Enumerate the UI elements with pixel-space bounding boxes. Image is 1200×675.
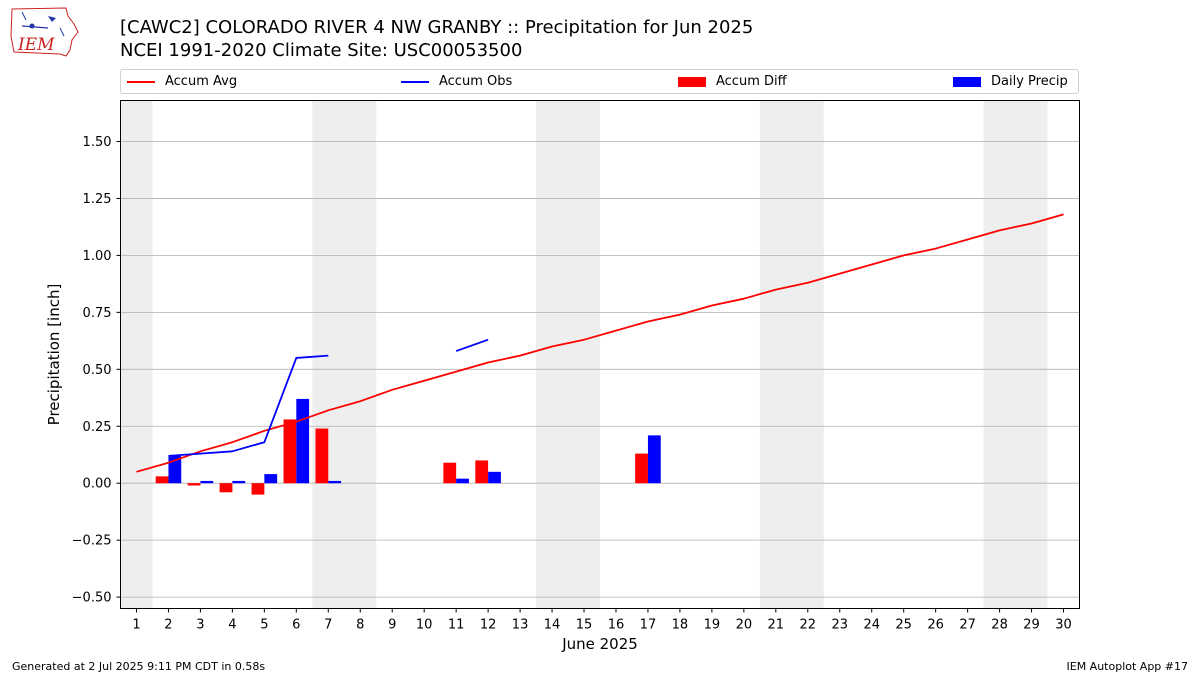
legend-item-accum-obs: Accum Obs bbox=[401, 74, 541, 90]
x-tick-label-9: 9 bbox=[388, 618, 396, 633]
svg-text:IEM: IEM bbox=[17, 35, 55, 55]
chart-title: [CAWC2] COLORADO RIVER 4 NW GRANBY :: Pr… bbox=[120, 17, 754, 38]
legend-swatch-daily-precip bbox=[953, 77, 981, 87]
x-tick-label-15: 15 bbox=[576, 618, 593, 633]
footer-generated: Generated at 2 Jul 2025 9:11 PM CDT in 0… bbox=[12, 660, 266, 673]
x-tick-label-25: 25 bbox=[895, 618, 912, 633]
legend-label-accum-avg: Accum Avg bbox=[165, 74, 238, 89]
x-tick-label-26: 26 bbox=[927, 618, 944, 633]
legend-item-accum-diff: Accum Diff bbox=[678, 74, 818, 90]
x-tick-label-24: 24 bbox=[863, 618, 880, 633]
x-tick-label-22: 22 bbox=[800, 618, 817, 633]
y-axis-label: Precipitation [inch] bbox=[45, 284, 63, 426]
weekend-band-3 bbox=[536, 100, 600, 609]
weekend-band-1 bbox=[120, 100, 153, 609]
legend-label-accum-obs: Accum Obs bbox=[439, 74, 513, 89]
legend-swatch-accum-avg bbox=[127, 81, 155, 83]
weekend-band-4 bbox=[759, 100, 824, 609]
daily-precip-bar-day-5 bbox=[264, 474, 278, 484]
chart-subtitle: NCEI 1991-2020 Climate Site: USC00053500 bbox=[120, 40, 523, 61]
y-tick-label-8: 1.50 bbox=[83, 135, 112, 150]
accum-diff-bar-day-11 bbox=[443, 462, 457, 484]
x-tick-label-29: 29 bbox=[1023, 618, 1040, 633]
legend-item-accum-avg: Accum Avg bbox=[127, 74, 267, 90]
x-tick-label-5: 5 bbox=[260, 618, 268, 633]
x-tick-label-13: 13 bbox=[512, 618, 529, 633]
x-tick-label-6: 6 bbox=[292, 618, 300, 633]
x-tick-label-4: 4 bbox=[228, 618, 236, 633]
legend-swatch-accum-diff bbox=[678, 77, 706, 87]
accum-diff-bar-day-4 bbox=[219, 483, 233, 493]
legend-label-daily-precip: Daily Precip bbox=[991, 74, 1068, 89]
y-tick-label-0: −0.50 bbox=[72, 591, 112, 606]
x-tick-label-27: 27 bbox=[959, 618, 976, 633]
x-tick-label-7: 7 bbox=[324, 618, 332, 633]
x-tick-label-30: 30 bbox=[1055, 618, 1072, 633]
y-tick-label-2: 0.00 bbox=[83, 477, 112, 492]
legend-item-daily-precip: Daily Precip bbox=[953, 74, 1078, 90]
y-tick-label-5: 0.75 bbox=[83, 306, 112, 321]
x-tick-label-20: 20 bbox=[736, 618, 753, 633]
accum-diff-bar-day-3 bbox=[187, 483, 201, 486]
iem-logo: IEM bbox=[8, 6, 80, 60]
daily-precip-bar-day-3 bbox=[200, 480, 214, 484]
x-tick-label-8: 8 bbox=[356, 618, 364, 633]
accum-diff-bar-day-12 bbox=[475, 460, 489, 484]
weekend-band-2 bbox=[312, 100, 377, 609]
footer-app: IEM Autoplot App #17 bbox=[1066, 660, 1189, 673]
daily-precip-bar-day-11 bbox=[456, 478, 469, 484]
legend: Accum Avg Accum Obs Accum Diff Daily Pre… bbox=[120, 69, 1079, 94]
x-tick-label-18: 18 bbox=[672, 618, 689, 633]
accum-diff-bar-day-7 bbox=[315, 428, 329, 484]
daily-precip-bar-day-17 bbox=[647, 435, 661, 484]
daily-precip-bar-day-2 bbox=[168, 455, 182, 484]
x-tick-label-12: 12 bbox=[480, 618, 497, 633]
y-tick-label-1: −0.25 bbox=[72, 534, 112, 549]
daily-precip-bar-day-6 bbox=[296, 398, 310, 484]
y-tick-label-3: 0.25 bbox=[83, 420, 112, 435]
x-tick-label-14: 14 bbox=[544, 618, 561, 633]
daily-precip-bar-day-12 bbox=[488, 471, 501, 484]
x-tick-label-17: 17 bbox=[640, 618, 657, 633]
x-tick-label-11: 11 bbox=[448, 618, 465, 633]
accum-obs-line-segment-2 bbox=[455, 338, 489, 352]
x-tick-label-28: 28 bbox=[991, 618, 1008, 633]
daily-precip-bar-day-7 bbox=[328, 480, 342, 484]
accum-avg-line-segment-1 bbox=[136, 213, 1064, 473]
accum-diff-bar-day-17 bbox=[635, 453, 648, 484]
x-tick-label-1: 1 bbox=[132, 618, 140, 633]
plot-frame bbox=[120, 100, 1080, 609]
x-tick-label-21: 21 bbox=[768, 618, 785, 633]
accum-diff-bar-day-6 bbox=[283, 419, 297, 484]
x-tick-label-10: 10 bbox=[416, 618, 433, 633]
x-axis-label: June 2025 bbox=[561, 635, 638, 653]
accum-diff-bar-day-2 bbox=[155, 476, 169, 484]
x-tick-label-19: 19 bbox=[704, 618, 721, 633]
legend-swatch-accum-obs bbox=[401, 81, 429, 83]
iowa-state-outline-icon: IEM bbox=[10, 7, 79, 57]
x-tick-label-3: 3 bbox=[196, 618, 204, 633]
x-tick-label-2: 2 bbox=[164, 618, 172, 633]
y-tick-label-7: 1.25 bbox=[83, 192, 112, 207]
legend-label-accum-diff: Accum Diff bbox=[716, 74, 787, 89]
y-tick-label-6: 1.00 bbox=[83, 249, 112, 264]
x-tick-label-16: 16 bbox=[608, 618, 625, 633]
weekend-band-5 bbox=[983, 100, 1048, 609]
x-tick-label-23: 23 bbox=[831, 618, 848, 633]
accum-obs-line-segment-1 bbox=[168, 354, 329, 457]
y-tick-label-4: 0.50 bbox=[83, 363, 112, 378]
daily-precip-bar-day-4 bbox=[232, 480, 246, 484]
accum-diff-bar-day-5 bbox=[251, 483, 265, 495]
